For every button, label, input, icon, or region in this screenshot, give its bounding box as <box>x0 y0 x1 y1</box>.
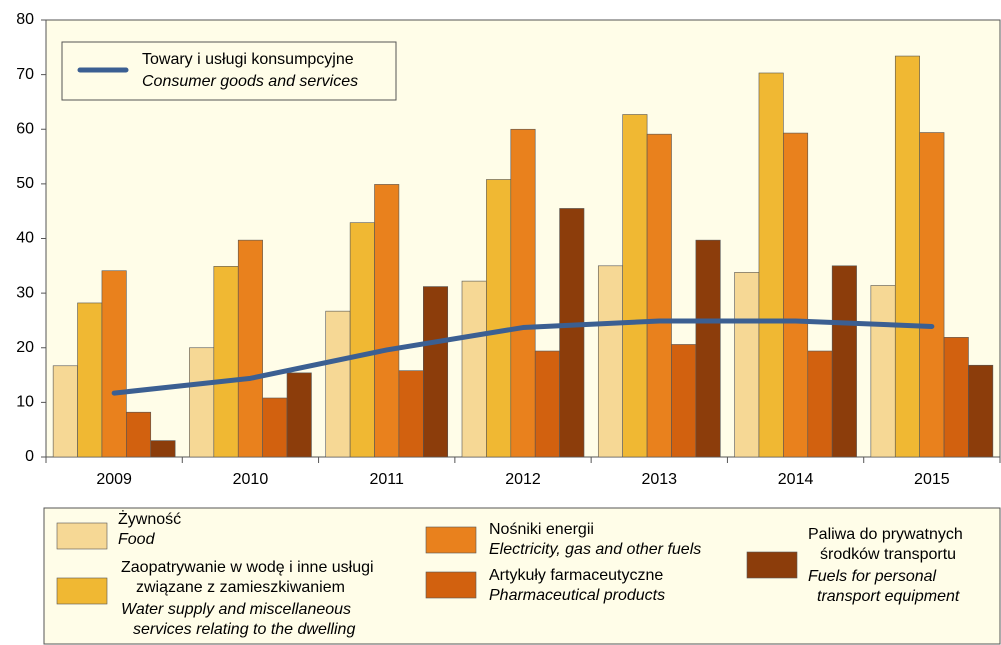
legend-label: Towary i usługi konsumpcyjne <box>142 51 354 68</box>
bar <box>968 364 994 458</box>
bar <box>510 128 536 458</box>
bar <box>758 72 784 458</box>
y-tick-label: 70 <box>16 66 34 83</box>
bar <box>622 114 648 458</box>
bar <box>807 350 833 458</box>
legend-label-en: Pharmaceutical products <box>489 587 665 604</box>
x-tick-label: 2009 <box>96 471 132 488</box>
y-tick-label: 60 <box>16 120 34 137</box>
bar <box>398 370 424 458</box>
bar <box>286 372 312 458</box>
bar <box>213 266 239 458</box>
legend-label: Artykuły farmaceutyczne <box>489 567 663 584</box>
legend-swatch <box>425 571 477 599</box>
bar <box>671 344 697 458</box>
bar <box>695 239 721 458</box>
bar <box>101 270 127 458</box>
bar <box>597 265 623 458</box>
x-tick-label: 2010 <box>233 471 269 488</box>
bar <box>423 286 449 458</box>
x-tick-label: 2012 <box>505 471 541 488</box>
bar <box>870 285 896 458</box>
legend-label: Nośniki energii <box>489 521 594 538</box>
legend-label-en: Food <box>118 531 156 548</box>
bar <box>126 411 152 458</box>
legend-label: Paliwa do prywatnych <box>808 526 963 543</box>
legend-label: środków transportu <box>820 546 956 563</box>
y-tick-label: 50 <box>16 175 34 192</box>
bar <box>325 310 351 458</box>
legend-swatch <box>746 551 798 579</box>
bar <box>486 179 512 458</box>
legend-box <box>43 507 1001 645</box>
legend-label-en: transport equipment <box>817 588 960 605</box>
bar <box>349 222 375 458</box>
y-tick-label: 10 <box>16 394 34 411</box>
bar <box>894 55 920 458</box>
legend-label-en: Fuels for personal <box>808 568 937 585</box>
legend-label: Zaopatrywanie w wodę i inne usługi <box>121 559 374 576</box>
bar <box>77 302 103 458</box>
bar <box>783 132 809 458</box>
x-tick-label: 2013 <box>641 471 677 488</box>
bar <box>919 132 945 458</box>
x-tick-label: 2011 <box>370 471 405 488</box>
legend-label-en: services relating to the dwelling <box>133 621 355 638</box>
legend-swatch <box>56 522 108 550</box>
legend-label-en: Water supply and miscellaneous <box>121 601 351 618</box>
legend-label-en: Electricity, gas and other fuels <box>489 541 701 558</box>
bar <box>262 397 288 458</box>
bar <box>831 265 857 458</box>
x-tick-label: 2014 <box>778 471 814 488</box>
legend-label: Żywność <box>118 509 181 528</box>
y-tick-label: 0 <box>25 448 34 465</box>
y-tick-label: 40 <box>16 230 34 247</box>
bar <box>943 337 969 458</box>
bar <box>374 184 400 458</box>
legend-label-en: Consumer goods and services <box>142 73 358 90</box>
y-tick-label: 30 <box>16 284 34 301</box>
line <box>111 318 935 396</box>
bar <box>150 440 176 458</box>
bar <box>646 133 672 458</box>
bar <box>734 272 760 458</box>
bar <box>559 208 585 458</box>
y-tick-label: 80 <box>16 11 34 28</box>
legend-label: związane z zamieszkiwaniem <box>136 579 345 596</box>
legend-swatch <box>425 526 477 554</box>
bar <box>534 350 560 458</box>
bar <box>237 239 263 458</box>
bar <box>52 365 78 458</box>
bar <box>189 347 215 458</box>
legend-swatch <box>56 577 108 605</box>
y-tick-label: 20 <box>16 339 34 356</box>
bar <box>461 280 487 458</box>
x-tick-label: 2015 <box>914 471 950 488</box>
